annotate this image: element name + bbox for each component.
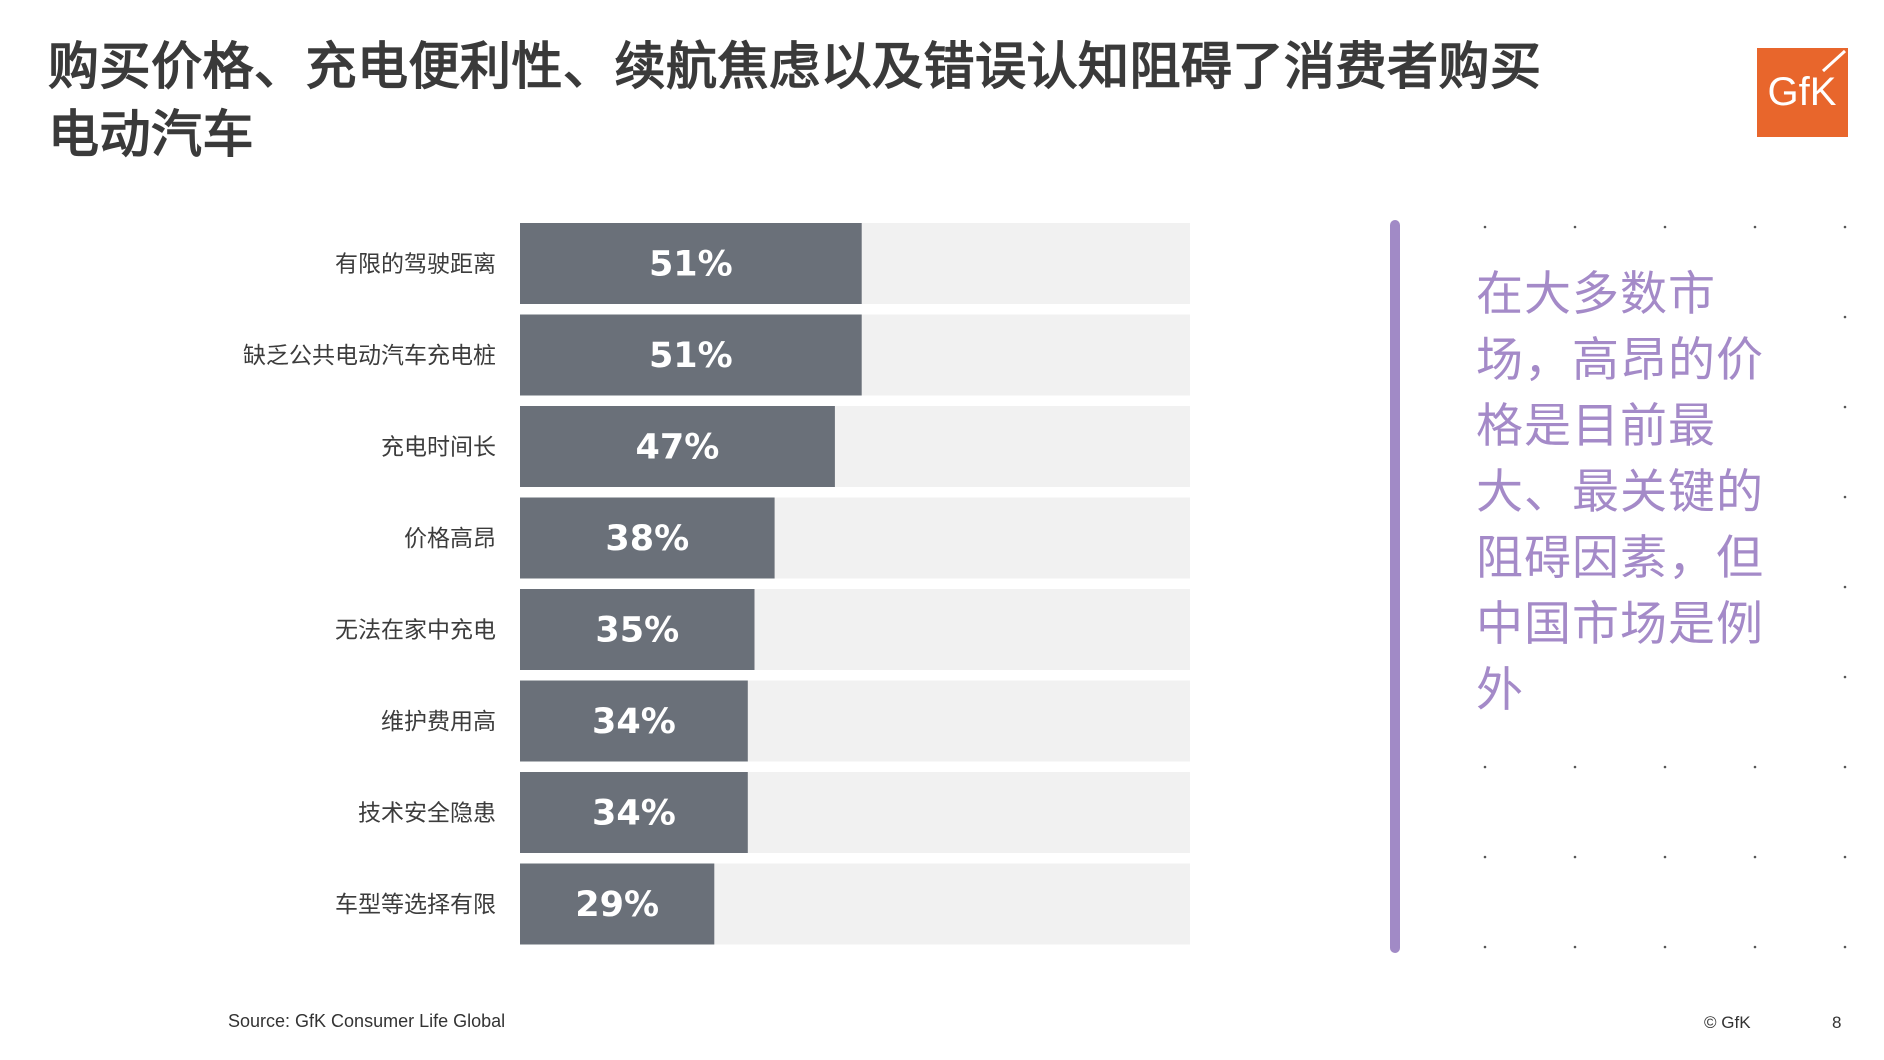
source-note: Source: GfK Consumer Life Global [228,1011,506,1031]
bar [520,223,862,304]
gfk-logo: GfK [1757,48,1848,137]
bar [520,680,748,762]
bar [520,314,862,396]
highlight-quote: 在大多数市场，高昂的价格是目前最大、最关键的阻碍因素，但中国市场是例外 [1476,267,1764,718]
category-label: 维护费用高 [381,709,496,735]
decor-dot [1483,765,1487,769]
category-label: 无法在家中充电 [335,618,496,644]
decor-dot [1483,225,1487,229]
decor-dot [1663,945,1667,949]
category-label: 车型等选择有限 [335,892,496,918]
category-label: 技术安全隐患 [358,801,496,827]
category-label: 价格高昂 [404,526,496,552]
dot-grid-decoration [1483,225,1847,949]
decor-dot [1573,765,1577,769]
decor-dot [1663,765,1667,769]
decor-dot [1753,225,1757,229]
decor-dot [1843,765,1847,769]
decor-dot [1753,855,1757,859]
decor-dot [1843,315,1847,319]
copyright: © GfK [1704,1013,1751,1032]
bar-value-label: 34% [592,794,676,834]
decor-dot [1573,855,1577,859]
gfk-logo-text: GfK [1768,70,1837,114]
decor-dot [1843,405,1847,409]
decor-dot [1843,495,1847,499]
decor-dot [1843,945,1847,949]
bar-value-label: 51% [649,336,733,376]
bar-value-label: 34% [592,702,676,742]
decor-dot [1843,585,1847,589]
bar [520,497,775,579]
decor-dot [1753,765,1757,769]
decor-dot [1753,945,1757,949]
decor-dot [1843,225,1847,229]
bar-value-label: 38% [605,519,689,559]
decor-dot [1663,855,1667,859]
bar-value-label: 51% [649,245,733,285]
bar-value-label: 35% [595,611,679,651]
page-number: 8 [1832,1013,1842,1032]
slide-title: 购买价格、充电便利性、续航焦虑以及错误认知阻碍了消费者购买电动汽车 [48,38,1542,165]
decor-dot [1843,675,1847,679]
decor-dot [1483,945,1487,949]
bar [520,406,835,487]
decor-dot [1843,855,1847,859]
bar-value-label: 47% [636,428,720,468]
bar-chart: 51% 有限的驾驶距离 51% 缺乏公共电动汽车充电桩 47% 充电时间长 38% 价格高昂 3… [243,223,1190,945]
bar [520,589,755,670]
category-label: 有限的驾驶距离 [335,252,496,278]
decor-dot [1573,225,1577,229]
bar [520,772,748,853]
decor-dot [1663,225,1667,229]
decor-dot [1573,945,1577,949]
gfk-logo-slash [1821,49,1847,73]
bar-value-label: 29% [575,885,659,925]
category-label: 充电时间长 [381,435,496,461]
decor-dot [1483,855,1487,859]
category-label: 缺乏公共电动汽车充电桩 [243,343,496,369]
bar [520,863,715,945]
accent-divider [1390,220,1400,953]
